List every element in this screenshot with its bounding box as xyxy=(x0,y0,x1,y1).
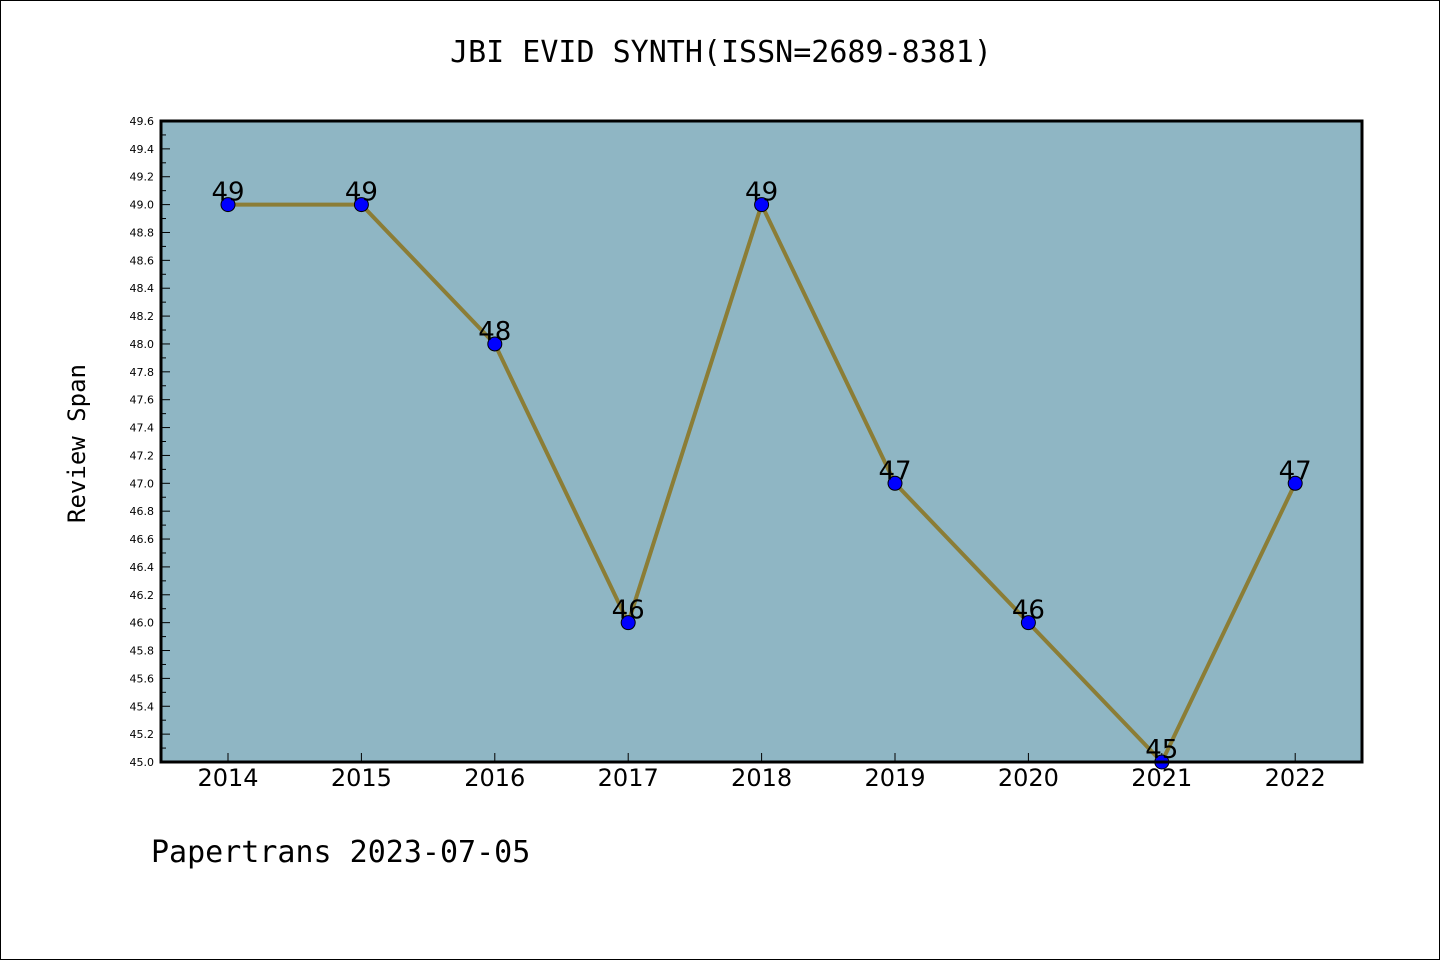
x-tick-label: 2020 xyxy=(998,764,1059,792)
y-tick-label: 47.6 xyxy=(130,394,155,407)
y-tick-label: 46.4 xyxy=(130,561,155,574)
x-tick-label: 2017 xyxy=(598,764,659,792)
y-tick-label: 45.4 xyxy=(130,700,155,713)
y-tick-label: 45.6 xyxy=(130,672,155,685)
y-tick-label: 47.0 xyxy=(130,477,155,490)
y-tick-label: 49.0 xyxy=(130,199,155,212)
x-tick-label: 2019 xyxy=(864,764,925,792)
data-label: 47 xyxy=(1279,456,1312,486)
y-tick-label: 48.2 xyxy=(130,310,155,323)
data-point xyxy=(1287,475,1303,491)
y-tick-label: 46.6 xyxy=(130,533,155,546)
data-point xyxy=(220,197,236,213)
data-point xyxy=(1020,615,1036,631)
x-tick-label: 2015 xyxy=(331,764,392,792)
x-tick-label: 2014 xyxy=(197,764,258,792)
data-point xyxy=(887,475,903,491)
data-point xyxy=(754,197,770,213)
chart-title: JBI EVID SYNTH(ISSN=2689-8381) xyxy=(450,35,992,70)
data-label: 47 xyxy=(878,456,911,486)
plot-border xyxy=(159,119,1364,764)
y-tick-label: 46.2 xyxy=(130,589,155,602)
data-label: 49 xyxy=(345,178,378,208)
plot-area xyxy=(161,121,1362,762)
data-point xyxy=(353,197,369,213)
footer-note: Papertrans 2023-07-05 xyxy=(151,835,531,870)
y-tick-label: 48.8 xyxy=(130,226,155,239)
x-tick-label: 2018 xyxy=(731,764,792,792)
y-tick-label: 48.0 xyxy=(130,338,155,351)
y-tick-label: 49.2 xyxy=(130,171,155,184)
data-label: 49 xyxy=(745,178,778,208)
y-tick-label: 45.0 xyxy=(130,756,155,769)
y-axis: 45.0 45.2 45.4 45.6 45.8 46.0 46.2 46.4 46.6 46.8… xyxy=(130,115,170,769)
y-tick-label: 49.4 xyxy=(130,143,155,156)
y-tick-label: 45.2 xyxy=(130,728,155,741)
y-tick-label: 48.4 xyxy=(130,282,155,295)
y-tick-label: 49.6 xyxy=(130,115,155,128)
data-point xyxy=(487,336,503,352)
x-tick-label: 2016 xyxy=(464,764,525,792)
data-label: 46 xyxy=(1012,596,1045,626)
x-axis: 2014 2015 2016 2017 2018 2019 2020 2021 2022 xyxy=(197,753,1326,792)
data-labels: 49 49 48 46 49 47 46 45 47 xyxy=(211,178,1311,765)
y-tick-label: 47.4 xyxy=(130,422,155,435)
x-tick-label: 2022 xyxy=(1265,764,1326,792)
y-tick-label: 48.6 xyxy=(130,254,155,267)
y-tick-label: 45.8 xyxy=(130,645,155,658)
series-markers xyxy=(220,197,1303,770)
data-label: 49 xyxy=(211,178,244,208)
y-tick-label: 46.0 xyxy=(130,617,155,630)
data-label: 45 xyxy=(1145,735,1178,765)
data-label: 48 xyxy=(478,317,511,347)
y-tick-label: 47.8 xyxy=(130,366,155,379)
y-axis-label: Review Span xyxy=(63,364,91,523)
data-point xyxy=(620,615,636,631)
data-label: 46 xyxy=(612,596,645,626)
y-tick-label: 47.2 xyxy=(130,449,155,462)
y-tick-label: 46.8 xyxy=(130,505,155,518)
